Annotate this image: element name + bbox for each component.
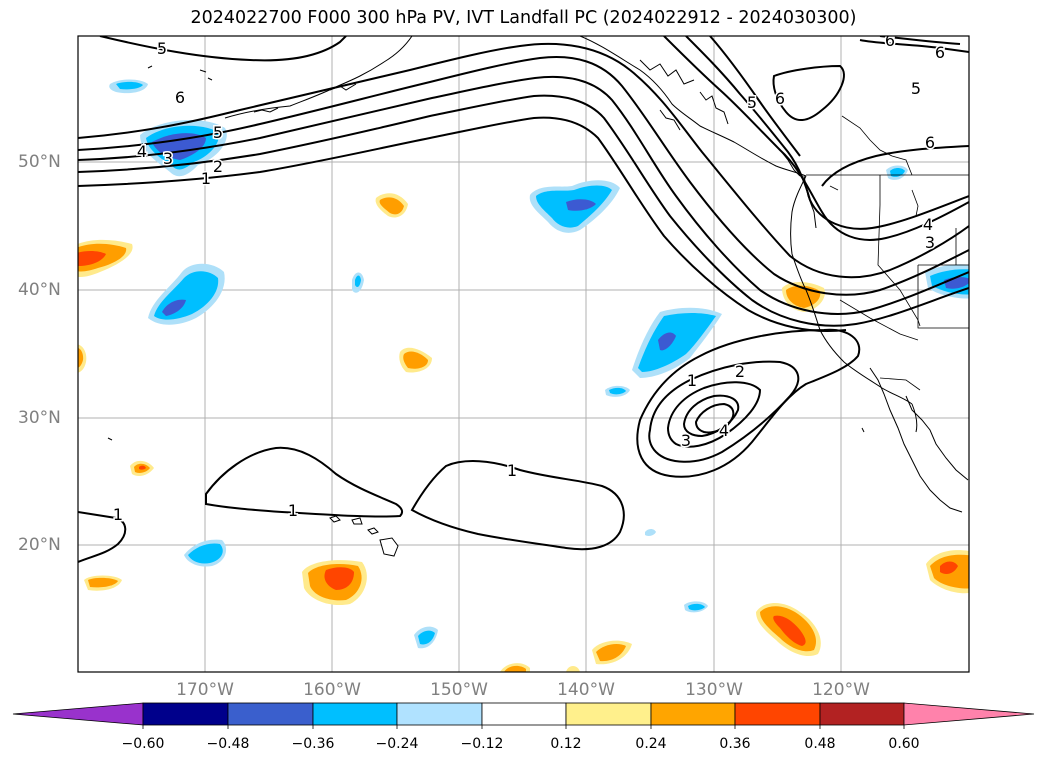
contour-label: 1 [113,505,123,524]
colorbar-tick-label: 0.12 [550,736,582,752]
contour-label: 1 [288,501,298,520]
contour-labels: 5 6 4 3 2 1 5 5 6 6 6 5 6 4 3 1 2 3 4 1 … [111,31,946,526]
lat-tick-label: 50°N [18,152,61,172]
contour-label: 2 [213,157,223,176]
lon-tick-label: 170°W [176,680,234,700]
colorbar-tick-label: −0.24 [375,736,419,752]
contour-label: 5 [747,93,757,112]
colorbar-swatch [396,702,483,726]
contour-label: 6 [885,31,895,50]
colorbar-tick-label: −0.60 [121,736,165,752]
lon-tick-label: 120°W [812,680,870,700]
contour-label: 6 [175,88,185,107]
lat-tick-label: 20°N [18,535,61,555]
colorbar-tick-label: 0.36 [719,736,751,752]
contour-label: 1 [507,461,517,480]
contour-label: 2 [735,362,745,381]
colorbar-tick-label: 0.60 [888,736,920,752]
colorbar-tick-label: −0.12 [460,736,504,752]
contour-label: 1 [201,169,211,188]
colorbar [12,702,1035,729]
colorbar-swatch [481,702,567,726]
colorbar-tick-label: −0.36 [291,736,335,752]
contour-label: 5 [213,123,223,142]
ivt-contours [78,36,969,563]
lon-tick-label: 140°W [557,680,615,700]
map-panel [78,36,969,672]
colorbar-min-extension [12,702,144,726]
hawaiian-islands [329,515,399,557]
colorbar-swatch [734,702,821,726]
contour-label: 6 [775,89,785,108]
colorbar-swatch [227,702,314,726]
colorbar-swatch [142,702,229,726]
contour-label: 6 [925,133,935,152]
negative-pv-shading [109,79,969,649]
contour-label: 4 [923,215,933,234]
colorbar-swatch [650,702,736,726]
colorbar-swatch [565,702,652,726]
contour-label: 3 [681,431,691,450]
contour-label: 4 [719,421,729,440]
map-title: 2024022700 F000 300 hPa PV, IVT Landfall… [190,8,857,28]
lon-tick-label: 130°W [685,680,743,700]
colorbar-tick-label: 0.24 [635,736,667,752]
contour-label: 6 [935,43,945,62]
colorbar-max-extension [903,702,1035,726]
colorbar-tick-label: 0.48 [804,736,836,752]
colorbar-tick-label: −0.48 [206,736,250,752]
contour-label: 3 [163,149,173,168]
contour-label: 4 [137,142,147,161]
lat-tick-label: 40°N [18,280,61,300]
lon-tick-label: 150°W [430,680,488,700]
contour-label: 5 [911,79,921,98]
small-islands [147,65,213,81]
positive-pv-shading [78,193,969,672]
contour-label: 3 [925,233,935,252]
colorbar-swatch [312,702,398,726]
contour-label: 5 [157,39,167,58]
lat-tick-label: 30°N [18,408,61,428]
colorbar-swatch [819,702,905,726]
map-frame [77,35,970,673]
contour-label: 1 [687,371,697,390]
lon-tick-label: 160°W [303,680,361,700]
